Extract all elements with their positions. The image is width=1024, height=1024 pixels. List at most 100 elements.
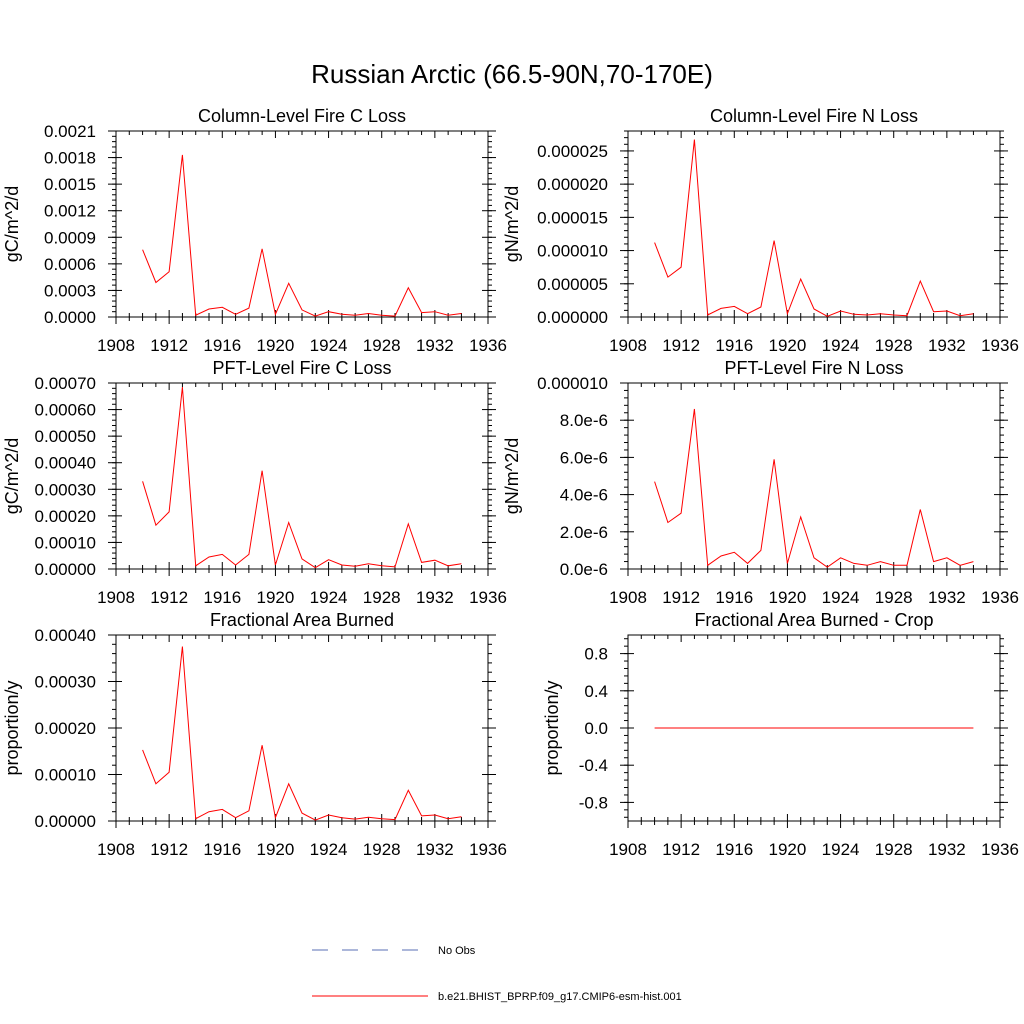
- panel-4: 1908 1912 1916 1920 1924 1928 1932 1936 0.0e-6 2.…: [502, 358, 1019, 607]
- x-tick-label: 1928: [875, 336, 913, 355]
- x-tick-label: 1932: [928, 336, 966, 355]
- plot-frame: [627, 130, 1001, 318]
- y-axis-label: proportion/y: [2, 680, 22, 775]
- y-tick-label: 0.0018: [44, 149, 96, 168]
- x-tick-label: 1924: [310, 336, 348, 355]
- y-tick-label: -0.4: [579, 756, 608, 775]
- x-tick-label: 1920: [257, 336, 295, 355]
- panel-5: 1908 1912 1916 1920 1924 1928 1932 1936 0.00000 0…: [2, 610, 507, 859]
- x-tick-label: 1916: [715, 840, 753, 859]
- panel-1: 1908 1912 1916 1920 1924 1928 1932 1936 0.0000 0.…: [2, 106, 507, 355]
- y-tick-label: 0.0003: [44, 281, 96, 300]
- y-axis-label: gN/m^2/d: [502, 186, 522, 262]
- y-tick-label: 0.0: [584, 719, 608, 738]
- y-tick-label: 4.0e-6: [560, 486, 608, 505]
- y-tick-label: 0.00000: [35, 812, 96, 831]
- panel-title: PFT-Level Fire C Loss: [212, 358, 391, 378]
- y-tick-label: 0.00060: [35, 401, 96, 420]
- y-tick-label: 0.000000: [537, 308, 608, 327]
- x-tick-label: 1912: [662, 840, 700, 859]
- plot-frame: [115, 634, 489, 822]
- y-tick-label: 6.0e-6: [560, 448, 608, 467]
- y-tick-label: 0.000010: [537, 242, 608, 261]
- x-tick-label: 1916: [715, 588, 753, 607]
- legend-label-2: b.e21.BHIST_BPRP.f09_g17.CMIP6-esm-hist.…: [438, 991, 682, 1003]
- x-tick-label: 1932: [928, 588, 966, 607]
- y-tick-label: 0.00030: [35, 673, 96, 692]
- x-tick-label: 1912: [150, 336, 188, 355]
- x-tick-label: 1912: [150, 840, 188, 859]
- x-tick-label: 1924: [822, 336, 860, 355]
- panel-title: Column-Level Fire N Loss: [710, 106, 918, 126]
- y-tick-label: 0.000025: [537, 142, 608, 161]
- x-tick-label: 1908: [609, 336, 647, 355]
- x-tick-label: 1912: [662, 588, 700, 607]
- x-tick-label: 1908: [97, 840, 135, 859]
- x-tick-label: 1924: [822, 840, 860, 859]
- x-tick-label: 1920: [257, 840, 295, 859]
- x-tick-label: 1932: [416, 336, 454, 355]
- panels: 1908 1912 1916 1920 1924 1928 1932 1936 0.0000 0.…: [2, 106, 1019, 859]
- panel-title: Fractional Area Burned: [210, 610, 394, 630]
- y-tick-label: 0.000015: [537, 208, 608, 227]
- x-tick-label: 1920: [769, 840, 807, 859]
- y-tick-label: 0.000020: [537, 175, 608, 194]
- y-tick-label: 0.8: [584, 645, 608, 664]
- y-axis-label: gC/m^2/d: [2, 438, 22, 514]
- x-tick-label: 1936: [981, 588, 1019, 607]
- series-line: [654, 139, 974, 317]
- y-tick-label: 0.00070: [35, 374, 96, 393]
- x-tick-label: 1928: [363, 336, 401, 355]
- x-tick-label: 1932: [416, 840, 454, 859]
- panel-title: PFT-Level Fire N Loss: [724, 358, 903, 378]
- x-tick-label: 1932: [928, 840, 966, 859]
- x-tick-label: 1916: [203, 840, 241, 859]
- panel-6: 1908 1912 1916 1920 1924 1928 1932 1936 -0.8 -0.4…: [542, 610, 1019, 859]
- series-line: [142, 386, 462, 569]
- x-tick-label: 1928: [875, 588, 913, 607]
- plot-frame: [627, 382, 1001, 570]
- y-tick-label: 0.0e-6: [560, 560, 608, 579]
- panel-title: Fractional Area Burned - Crop: [694, 610, 933, 630]
- x-tick-label: 1912: [662, 336, 700, 355]
- x-tick-label: 1912: [150, 588, 188, 607]
- series-line: [142, 154, 462, 317]
- panel-3: 1908 1912 1916 1920 1924 1928 1932 1936 0.00000 0…: [2, 358, 507, 607]
- y-tick-label: 8.0e-6: [560, 411, 608, 430]
- y-tick-label: 2.0e-6: [560, 523, 608, 542]
- legend: No Obs b.e21.BHIST_BPRP.f09_g17.CMIP6-esm…: [312, 945, 682, 1003]
- series-line: [654, 408, 974, 568]
- y-axis-label: gC/m^2/d: [2, 186, 22, 262]
- legend-label-1: No Obs: [438, 945, 476, 957]
- y-tick-label: -0.8: [579, 793, 608, 812]
- y-tick-label: 0.000010: [537, 374, 608, 393]
- y-tick-label: 0.0021: [44, 122, 96, 141]
- y-tick-label: 0.000005: [537, 275, 608, 294]
- y-tick-label: 0.00040: [35, 454, 96, 473]
- x-tick-label: 1916: [203, 588, 241, 607]
- x-tick-label: 1908: [609, 588, 647, 607]
- x-tick-label: 1928: [875, 840, 913, 859]
- y-tick-label: 0.0006: [44, 255, 96, 274]
- y-tick-label: 0.00020: [35, 507, 96, 526]
- figure-title: Russian Arctic (66.5-90N,70-170E): [311, 59, 713, 89]
- y-tick-label: 0.0015: [44, 175, 96, 194]
- y-tick-label: 0.00000: [35, 560, 96, 579]
- x-tick-label: 1924: [310, 840, 348, 859]
- x-tick-label: 1916: [203, 336, 241, 355]
- x-tick-label: 1936: [469, 588, 507, 607]
- x-tick-label: 1924: [310, 588, 348, 607]
- x-tick-label: 1928: [363, 840, 401, 859]
- y-tick-label: 0.0012: [44, 202, 96, 221]
- y-tick-label: 0.00010: [35, 766, 96, 785]
- x-tick-label: 1908: [609, 840, 647, 859]
- y-tick-label: 0.0009: [44, 228, 96, 247]
- plot-frame: [115, 382, 489, 570]
- x-tick-label: 1916: [715, 336, 753, 355]
- x-tick-label: 1936: [981, 840, 1019, 859]
- panel-2: 1908 1912 1916 1920 1924 1928 1932 1936 0.000000…: [502, 106, 1019, 355]
- y-tick-label: 0.00020: [35, 719, 96, 738]
- panel-title: Column-Level Fire C Loss: [198, 106, 406, 126]
- y-tick-label: 0.00010: [35, 533, 96, 552]
